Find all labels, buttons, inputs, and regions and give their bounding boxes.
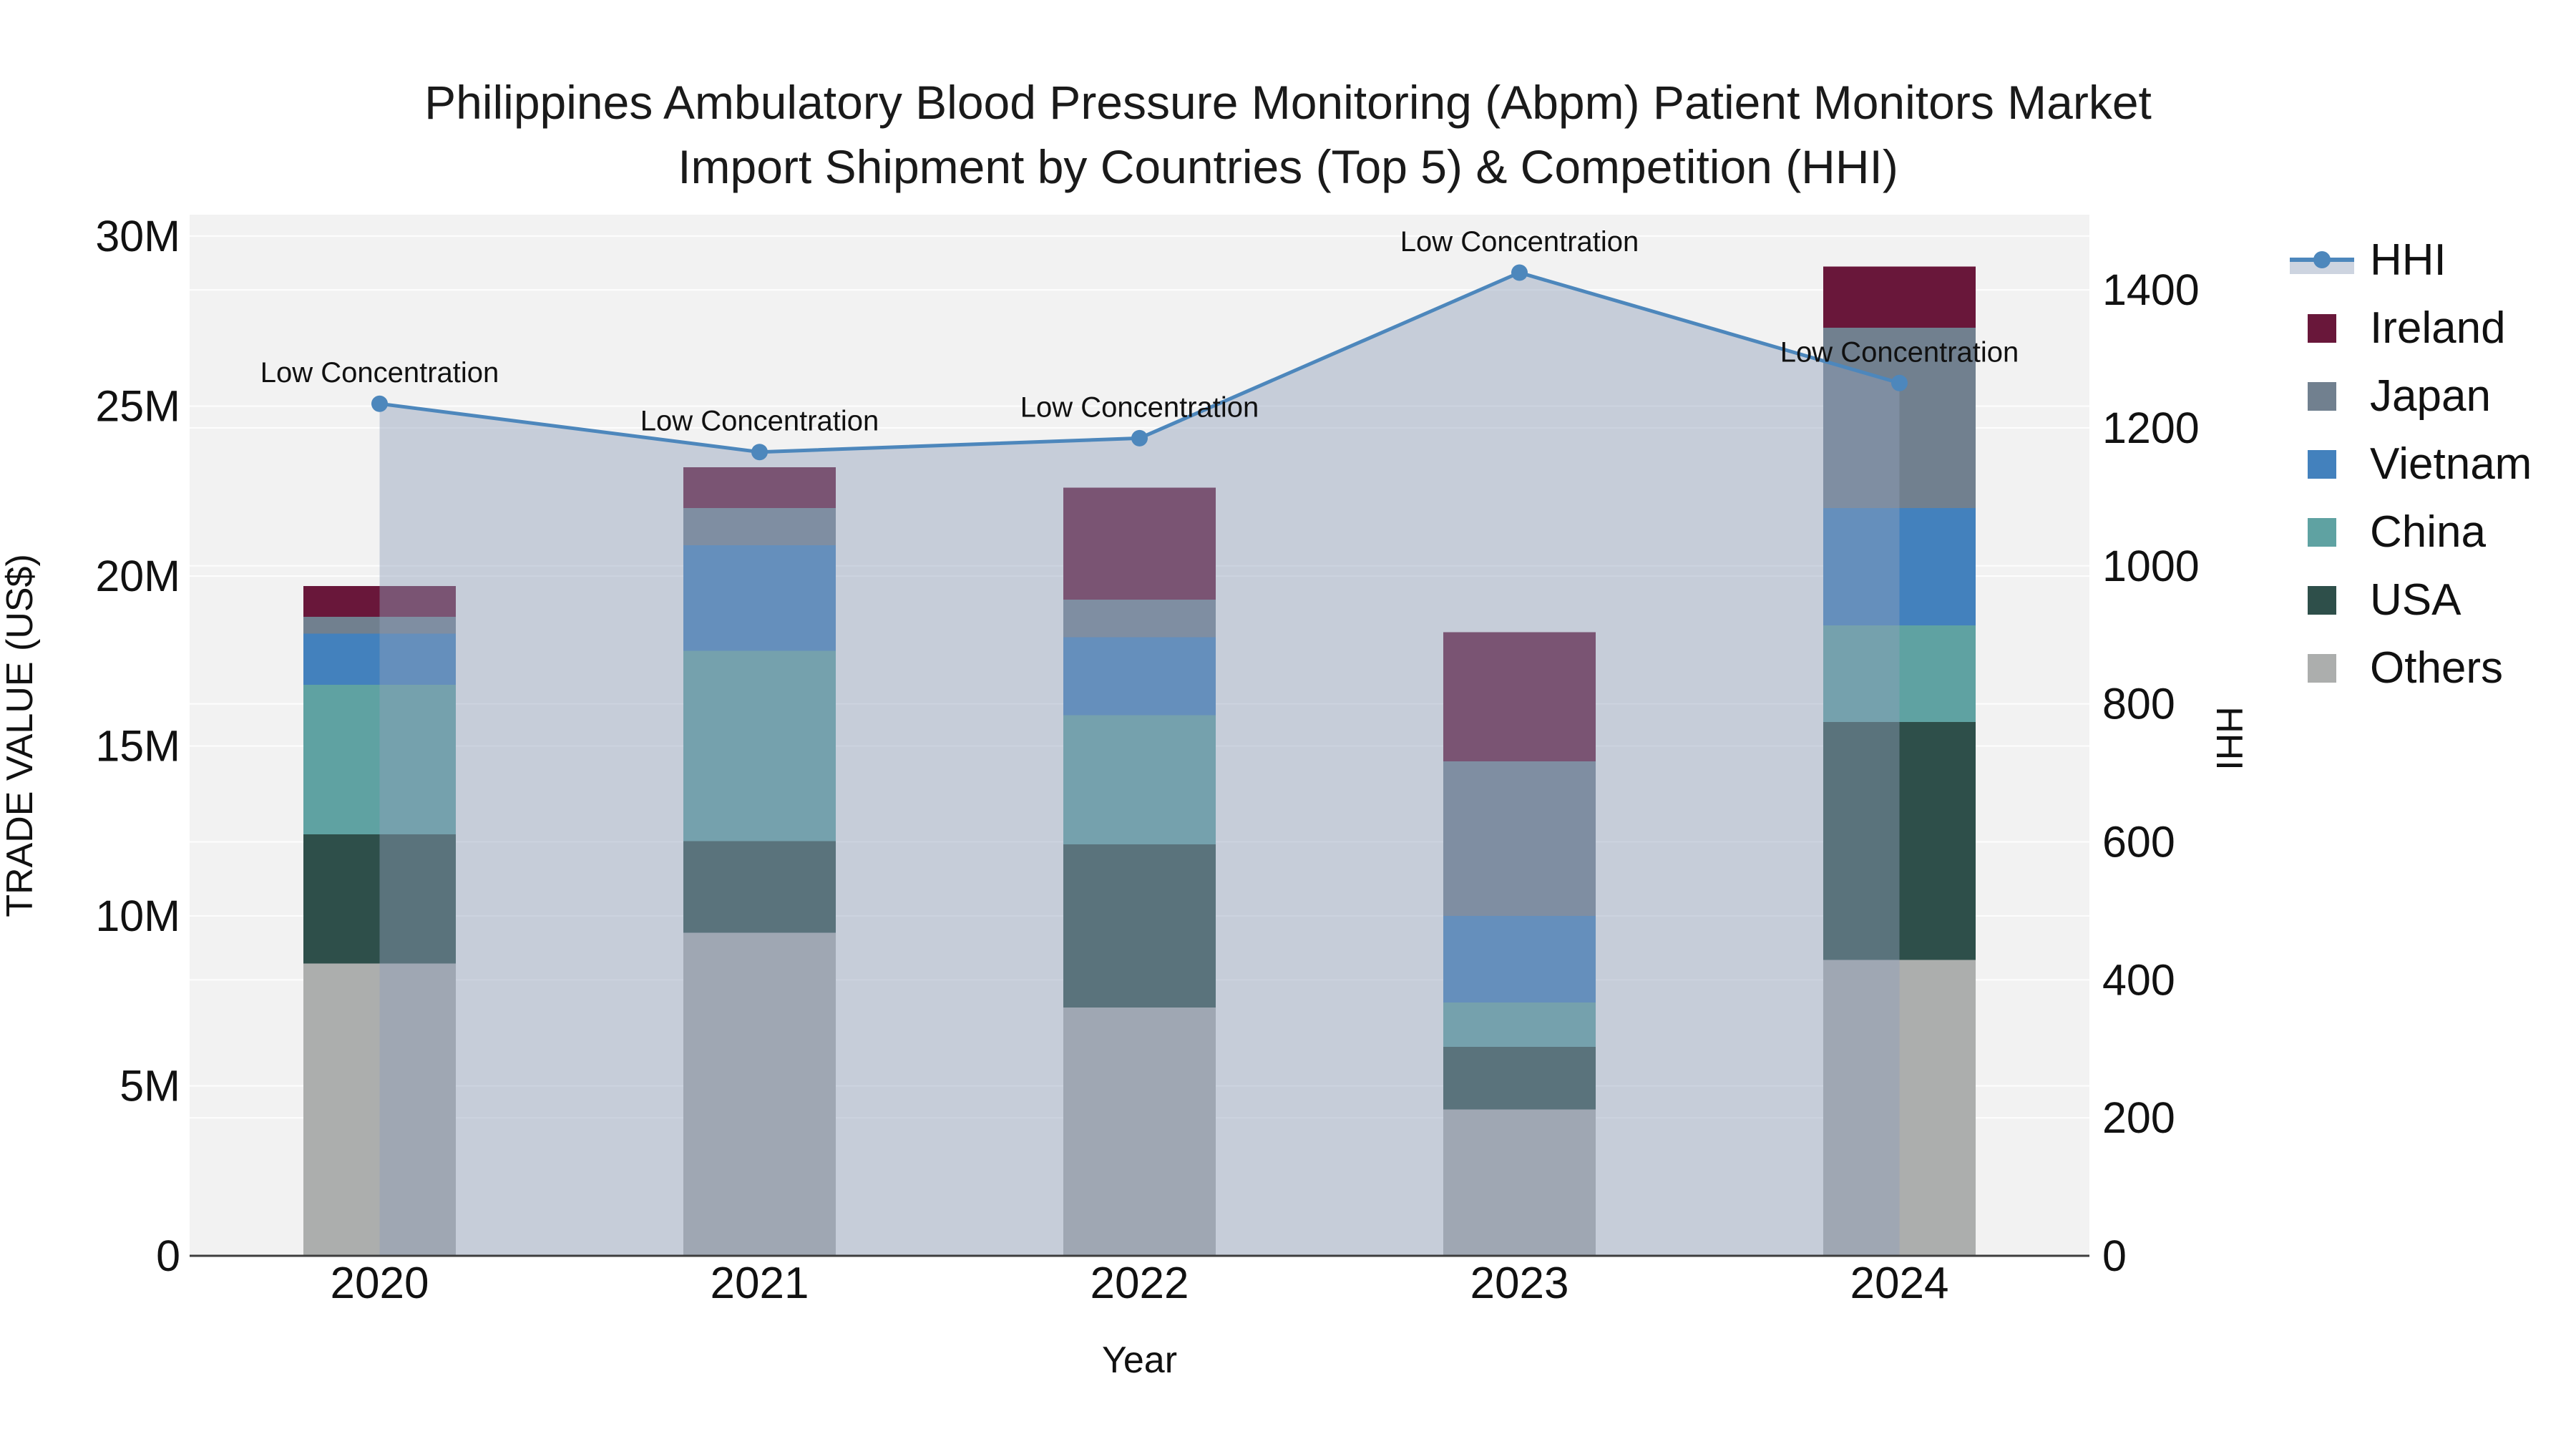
- swatch-glyph: [2308, 517, 2336, 547]
- swatch-glyph: [2308, 653, 2336, 683]
- left-axis-tick-label: 20M: [95, 552, 180, 600]
- bar-segment-china-2021: [683, 650, 836, 841]
- color-swatch-usa: [2290, 579, 2354, 622]
- hhi-line-sample: [2290, 239, 2354, 282]
- hhi-marker-glyph: [2313, 250, 2331, 268]
- bar-segment-japan-2021: [683, 507, 836, 546]
- bar-segment-ireland-2022: [1063, 487, 1216, 600]
- annotation-2023: Low Concentration: [1400, 226, 1639, 258]
- legend-item-usa[interactable]: USA: [2290, 566, 2532, 634]
- left-axis-tick-label: 15M: [95, 721, 180, 770]
- hhi-marker-2021: [751, 444, 768, 461]
- chart-title-line1: Philippines Ambulatory Blood Pressure Mo…: [424, 76, 2152, 129]
- right-axis-title: HHI: [2208, 706, 2250, 771]
- hhi-marker-2020: [371, 395, 388, 412]
- right-axis-tick-label: 1400: [2102, 265, 2200, 314]
- bar-segment-japan-2024: [1823, 328, 1976, 508]
- hhi-marker-2022: [1131, 429, 1148, 447]
- hhi-marker-2023: [1511, 264, 1528, 281]
- right-axis-tick-label: 600: [2102, 817, 2175, 866]
- bar-segment-others-2023: [1443, 1109, 1596, 1256]
- annotation-2021: Low Concentration: [640, 406, 879, 437]
- annotation-2020: Low Concentration: [260, 357, 499, 389]
- bar-segment-vietnam-2021: [683, 545, 836, 651]
- legend-item-ireland[interactable]: Ireland: [2290, 294, 2532, 362]
- bar-segment-vietnam-2023: [1443, 915, 1596, 1003]
- bar-segment-usa-2023: [1443, 1046, 1596, 1110]
- color-swatch-china: [2290, 511, 2354, 554]
- legend-label: HHI: [2370, 235, 2446, 285]
- x-axis-tick-label-2022: 2022: [1091, 1259, 1189, 1308]
- bar-segment-ireland-2020: [303, 586, 456, 617]
- bar-segment-ireland-2023: [1443, 632, 1596, 761]
- x-axis-tick-label-2020: 2020: [331, 1259, 429, 1308]
- right-axis-tick-label: 400: [2102, 955, 2175, 1004]
- chart-title-line2: Import Shipment by Countries (Top 5) & C…: [678, 140, 1898, 193]
- swatch-glyph: [2308, 381, 2336, 411]
- bar-segment-others-2021: [683, 932, 836, 1256]
- bar-segment-usa-2024: [1823, 722, 1976, 960]
- bar-segment-china-2022: [1063, 715, 1216, 845]
- annotation-2022: Low Concentration: [1020, 391, 1259, 423]
- bar-segment-others-2020: [303, 963, 456, 1256]
- swatch-glyph: [2308, 585, 2336, 615]
- color-swatch-ireland: [2290, 307, 2354, 350]
- bar-segment-japan-2022: [1063, 600, 1216, 638]
- bar-segment-japan-2023: [1443, 761, 1596, 916]
- legend: HHI Ireland Japan Vietnam China USA Others: [2290, 226, 2532, 702]
- left-axis-tick-label: 0: [156, 1231, 180, 1280]
- legend-item-vietnam[interactable]: Vietnam: [2290, 430, 2532, 498]
- left-axis-tick-label: 30M: [95, 212, 180, 260]
- left-axis-tick-label: 25M: [95, 381, 180, 430]
- legend-item-japan[interactable]: Japan: [2290, 362, 2532, 430]
- right-axis-tick-label: 200: [2102, 1093, 2175, 1142]
- color-swatch-others: [2290, 647, 2354, 690]
- legend-label: Vietnam: [2370, 439, 2532, 489]
- x-axis-tick-label-2023: 2023: [1470, 1259, 1569, 1308]
- bar-segment-usa-2022: [1063, 844, 1216, 1008]
- bar-segment-vietnam-2024: [1823, 507, 1976, 625]
- bar-segment-others-2022: [1063, 1008, 1216, 1256]
- right-axis-tick-label: 1200: [2102, 404, 2200, 452]
- chart-title: Philippines Ambulatory Blood Pressure Mo…: [0, 70, 2576, 199]
- bar-segment-japan-2020: [303, 616, 456, 634]
- legend-item-others[interactable]: Others: [2290, 634, 2532, 702]
- bar-segment-usa-2020: [303, 834, 456, 964]
- swatch-glyph: [2308, 313, 2336, 343]
- bar-segment-usa-2021: [683, 841, 836, 933]
- bar-segment-china-2024: [1823, 625, 1976, 723]
- legend-item-hhi[interactable]: HHI: [2290, 226, 2532, 294]
- bar-segment-vietnam-2020: [303, 633, 456, 685]
- bar-segment-china-2023: [1443, 1002, 1596, 1047]
- legend-item-china[interactable]: China: [2290, 498, 2532, 566]
- color-swatch-vietnam: [2290, 443, 2354, 486]
- bar-segment-vietnam-2022: [1063, 637, 1216, 716]
- hhi-marker-2024: [1891, 374, 1908, 391]
- bar-segment-others-2024: [1823, 960, 1976, 1256]
- left-axis-tick-label: 10M: [95, 892, 180, 940]
- x-axis-tick-label-2021: 2021: [711, 1259, 809, 1308]
- left-axis-tick-label: 5M: [119, 1061, 180, 1110]
- bar-segment-ireland-2024: [1823, 266, 1976, 328]
- legend-label: Others: [2370, 643, 2504, 693]
- hhi-area-fill: [379, 272, 1900, 1257]
- x-axis-title: Year: [1102, 1340, 1177, 1381]
- left-axis-title: TRADE VALUE (US$): [0, 554, 41, 917]
- color-swatch-japan: [2290, 375, 2354, 418]
- right-axis-tick-label: 0: [2102, 1231, 2127, 1280]
- legend-label: USA: [2370, 575, 2462, 625]
- bar-segment-china-2020: [303, 684, 456, 834]
- legend-label: Ireland: [2370, 303, 2506, 353]
- legend-label: Japan: [2370, 371, 2491, 421]
- bar-segment-ireland-2021: [683, 467, 836, 508]
- swatch-glyph: [2308, 449, 2336, 479]
- annotation-2024: Low Concentration: [1780, 336, 2019, 368]
- x-axis-tick-label-2024: 2024: [1850, 1259, 1949, 1308]
- legend-label: China: [2370, 507, 2486, 557]
- right-axis-tick-label: 800: [2102, 680, 2175, 728]
- right-axis-tick-label: 1000: [2102, 542, 2200, 590]
